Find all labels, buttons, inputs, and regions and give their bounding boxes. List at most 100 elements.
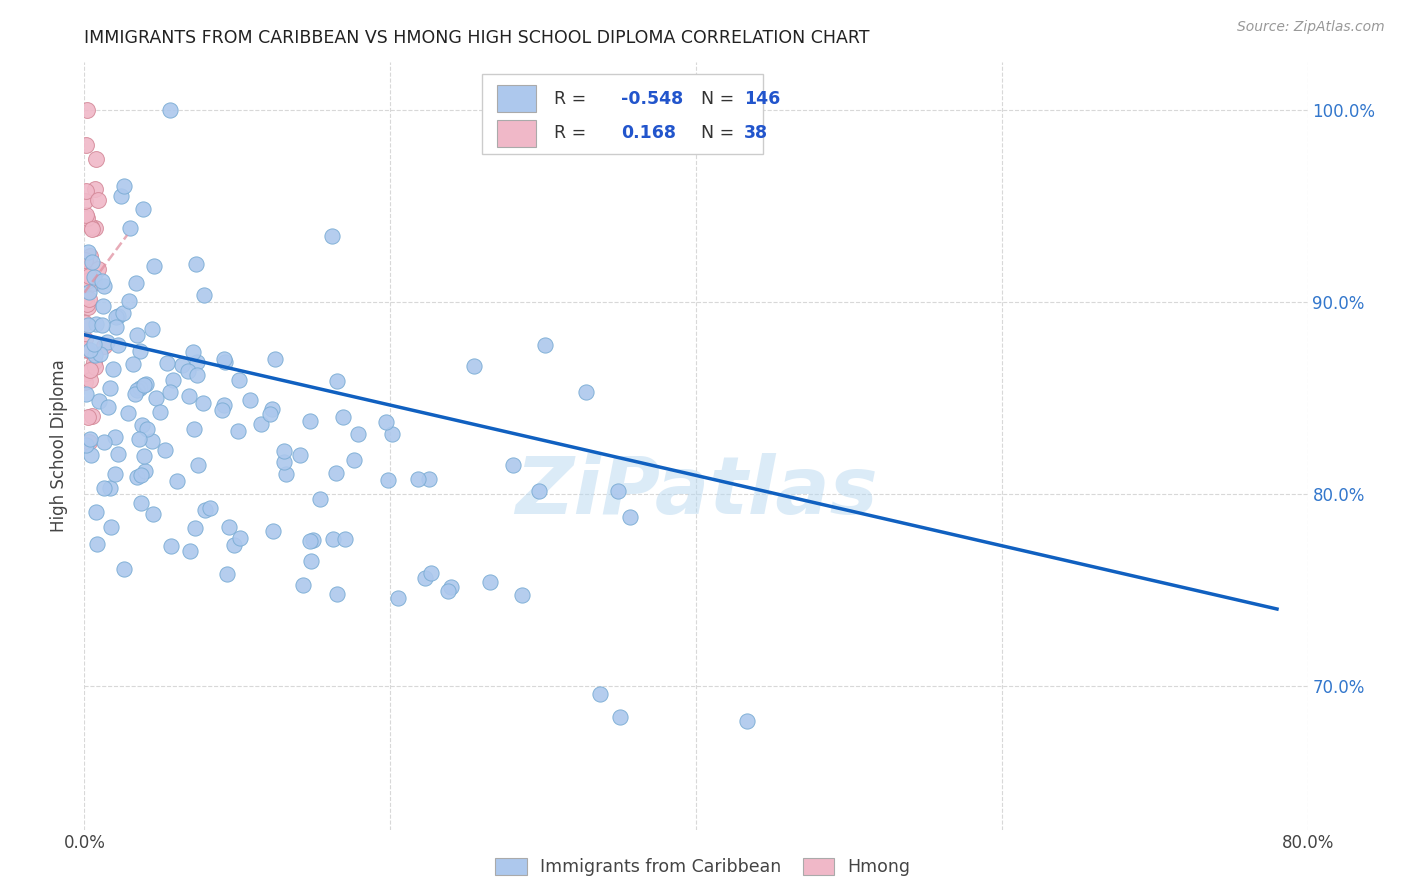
Point xyxy=(90,274,112,288)
Point xyxy=(82,409,104,424)
Point xyxy=(76,297,98,311)
Point xyxy=(93,481,115,495)
Point xyxy=(75,387,97,401)
Point xyxy=(381,426,404,441)
Point xyxy=(226,424,249,438)
Point xyxy=(177,364,200,378)
Point xyxy=(86,537,108,551)
Point xyxy=(118,294,141,309)
Point xyxy=(101,362,124,376)
Point xyxy=(104,310,127,325)
Point xyxy=(141,434,163,449)
Text: N =: N = xyxy=(700,124,734,143)
Point xyxy=(83,355,105,369)
Text: 38: 38 xyxy=(744,124,768,143)
Point xyxy=(131,468,153,483)
Point xyxy=(121,357,143,371)
Point xyxy=(619,509,641,524)
Point xyxy=(609,710,631,724)
Point xyxy=(125,383,148,397)
Point xyxy=(510,588,533,602)
Point xyxy=(76,266,98,280)
Point xyxy=(83,269,105,284)
Text: IMMIGRANTS FROM CARIBBEAN VS HMONG HIGH SCHOOL DIPLOMA CORRELATION CHART: IMMIGRANTS FROM CARIBBEAN VS HMONG HIGH … xyxy=(84,29,870,47)
Point xyxy=(93,435,115,450)
Point xyxy=(75,437,97,451)
Point xyxy=(181,344,204,359)
Point xyxy=(187,458,209,472)
Point xyxy=(159,385,181,400)
Point xyxy=(93,279,115,293)
Point xyxy=(87,394,110,409)
Point xyxy=(200,501,222,516)
Y-axis label: High School Diploma: High School Diploma xyxy=(51,359,69,533)
Point xyxy=(299,554,322,568)
Point xyxy=(124,277,146,291)
Point xyxy=(159,103,181,118)
Point xyxy=(589,687,612,701)
Point xyxy=(79,373,101,387)
Point xyxy=(325,467,347,481)
Point xyxy=(502,458,524,472)
FancyBboxPatch shape xyxy=(496,120,536,147)
Point xyxy=(87,262,110,277)
Point xyxy=(124,386,146,401)
Point xyxy=(77,268,100,283)
Point xyxy=(735,714,758,729)
Point xyxy=(134,464,156,478)
Point xyxy=(166,475,188,489)
Text: 146: 146 xyxy=(744,90,780,108)
Point xyxy=(80,220,103,235)
Point xyxy=(134,378,156,392)
Point xyxy=(117,406,139,420)
Point xyxy=(186,257,208,271)
Point xyxy=(288,448,311,462)
Point xyxy=(222,538,245,552)
Point xyxy=(406,472,429,486)
Point xyxy=(191,396,214,410)
Point xyxy=(135,376,157,391)
Point xyxy=(75,367,97,381)
Point xyxy=(76,343,98,357)
Text: 0.168: 0.168 xyxy=(621,124,676,143)
Point xyxy=(418,472,440,486)
Legend: Immigrants from Caribbean, Hmong: Immigrants from Caribbean, Hmong xyxy=(488,851,918,883)
Point xyxy=(73,343,96,357)
Point xyxy=(260,402,283,417)
Point xyxy=(326,375,349,389)
Point xyxy=(143,259,166,273)
Point xyxy=(217,567,239,582)
Text: -0.548: -0.548 xyxy=(621,90,683,108)
Point xyxy=(326,587,349,601)
Point xyxy=(110,188,132,202)
Point xyxy=(79,249,101,263)
Point xyxy=(298,534,321,549)
Point xyxy=(75,184,97,198)
Point xyxy=(186,355,208,369)
Point xyxy=(228,532,250,546)
Point xyxy=(156,356,179,370)
Point xyxy=(91,318,114,333)
Point xyxy=(273,443,295,458)
FancyBboxPatch shape xyxy=(496,86,536,112)
FancyBboxPatch shape xyxy=(482,74,763,154)
Point xyxy=(77,300,100,314)
Point xyxy=(97,400,120,414)
Point xyxy=(193,287,215,301)
Point xyxy=(104,467,127,481)
Point xyxy=(301,533,323,547)
Point xyxy=(259,408,281,422)
Point xyxy=(86,193,108,207)
Point xyxy=(527,484,550,499)
Point xyxy=(75,137,97,152)
Point xyxy=(77,273,100,287)
Point xyxy=(79,363,101,377)
Point xyxy=(73,194,96,208)
Point xyxy=(84,221,107,235)
Point xyxy=(91,299,114,313)
Point xyxy=(83,276,105,290)
Point xyxy=(264,352,287,367)
Point xyxy=(228,373,250,387)
Point xyxy=(212,398,235,412)
Point xyxy=(160,539,183,553)
